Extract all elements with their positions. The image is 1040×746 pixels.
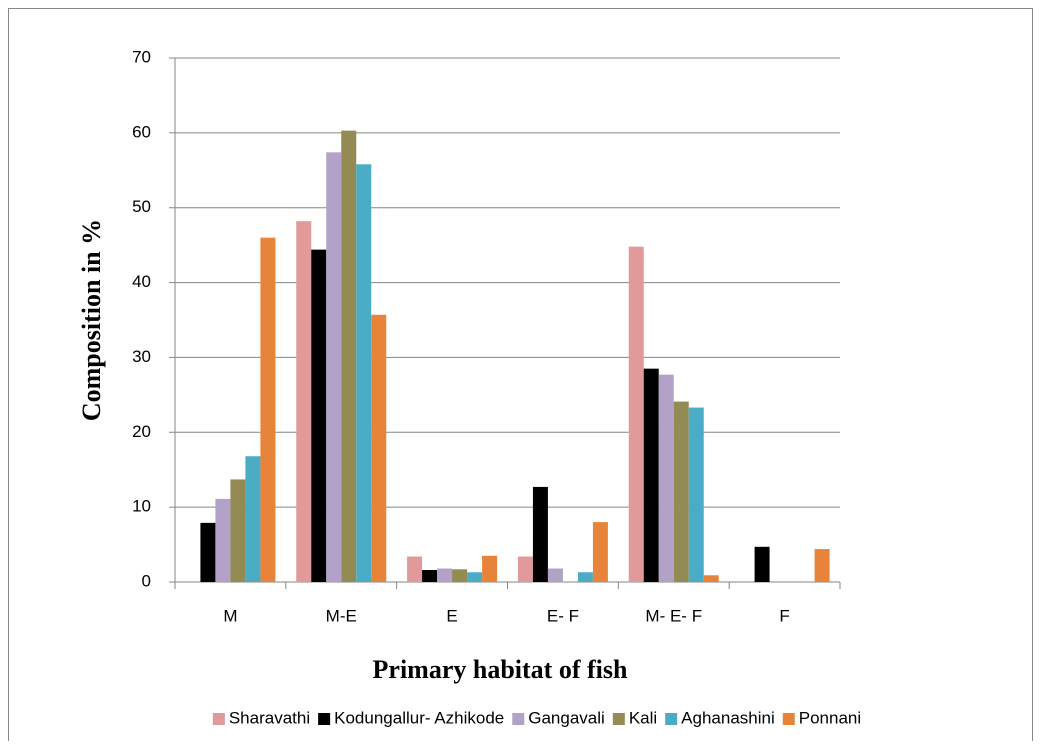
bar: [452, 569, 468, 582]
bar: [517, 556, 533, 582]
bar: [643, 368, 659, 582]
chart-border: [8, 8, 1033, 746]
bar: [215, 498, 231, 582]
bar: [407, 556, 423, 582]
legend-swatch: [612, 713, 625, 725]
y-tick-label: 50: [132, 197, 151, 216]
bar: [260, 237, 276, 582]
bar: [673, 401, 689, 582]
legend-swatch: [512, 713, 525, 725]
bar: [467, 572, 483, 582]
bar: [547, 568, 563, 582]
legend-label: Gangavali: [528, 708, 605, 727]
bar: [814, 549, 830, 582]
legend-label: Aghanashini: [681, 708, 775, 727]
legend-swatch: [665, 713, 678, 725]
y-tick-label: 0: [142, 571, 151, 590]
y-tick-label: 30: [132, 347, 151, 366]
bar: [245, 456, 261, 582]
bar: [703, 575, 719, 582]
x-tick-label: E- F: [547, 606, 579, 625]
y-tick-label: 40: [132, 272, 151, 291]
legend-label: Kodungallur- Azhikode: [334, 708, 504, 727]
bar: [422, 570, 438, 582]
legend-swatch: [212, 713, 225, 725]
bar: [341, 130, 357, 582]
bar: [577, 572, 593, 582]
bar: [482, 555, 498, 582]
bar: [296, 221, 312, 582]
bar: [311, 249, 327, 583]
bar: [592, 522, 608, 582]
bar: [688, 407, 704, 582]
legend-label: Kali: [629, 708, 657, 727]
y-tick-label: 60: [132, 122, 151, 141]
bar: [754, 546, 770, 582]
bar: [326, 152, 342, 582]
y-axis-title: Composition in %: [77, 219, 106, 421]
bar: [200, 522, 216, 582]
legend-swatch: [318, 713, 331, 725]
y-tick-label: 10: [132, 497, 151, 516]
x-tick-label: F: [779, 606, 789, 625]
x-tick-label: E: [446, 606, 457, 625]
x-tick-label: M: [223, 606, 237, 625]
x-tick-label: M- E- F: [645, 606, 702, 625]
bar: [371, 314, 387, 582]
bar: [628, 246, 644, 582]
bar: [658, 374, 674, 582]
legend-swatch: [782, 713, 795, 725]
y-tick-label: 20: [132, 422, 151, 441]
bar: [437, 568, 453, 582]
bar: [356, 164, 372, 582]
bar: [532, 486, 548, 582]
x-tick-label: M-E: [326, 606, 357, 625]
x-axis-title: Primary habitat of fish: [373, 655, 628, 684]
legend-label: Sharavathi: [229, 708, 310, 727]
legend-label: Ponnani: [799, 708, 861, 727]
y-tick-label: 70: [132, 47, 151, 66]
bar: [230, 479, 246, 582]
